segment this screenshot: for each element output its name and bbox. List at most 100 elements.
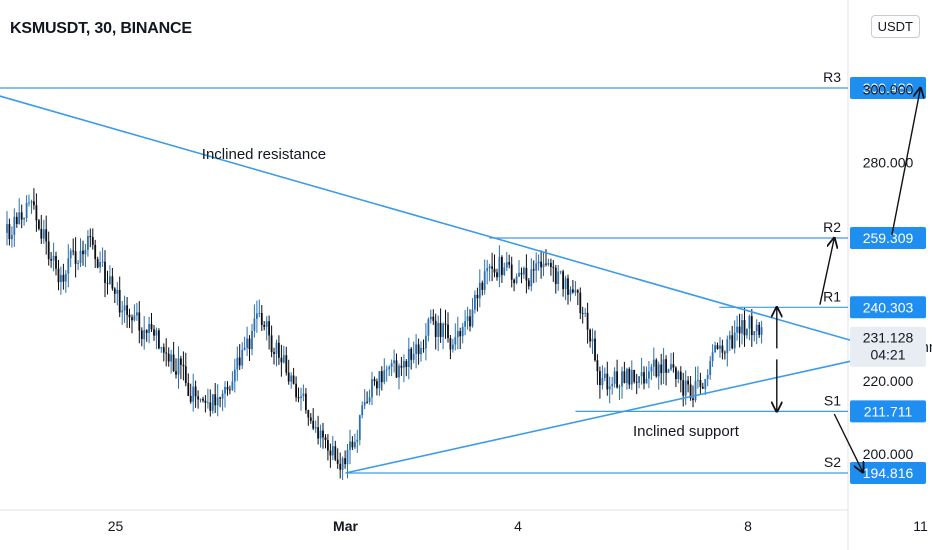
- candle-body: [567, 278, 569, 295]
- candle-body: [618, 386, 621, 388]
- candle: [395, 353, 398, 378]
- time-tick-label: Mar: [333, 518, 358, 534]
- candle: [287, 359, 290, 385]
- candle-body: [388, 366, 391, 370]
- candle-body: [758, 324, 761, 335]
- candle-body: [236, 357, 239, 370]
- candle-body: [743, 320, 746, 336]
- candle-body: [35, 205, 38, 221]
- candle-body: [576, 290, 579, 293]
- candle-body: [89, 236, 92, 238]
- candle-body: [60, 274, 62, 283]
- candle-body: [449, 338, 452, 350]
- candle-body: [545, 263, 547, 265]
- candle: [30, 199, 33, 214]
- level-price-tag-r1: [850, 296, 926, 319]
- candle-body: [319, 430, 322, 439]
- candle: [581, 306, 584, 324]
- candle-body: [238, 357, 241, 366]
- candle-body: [207, 402, 209, 404]
- candle: [606, 361, 609, 396]
- candle: [711, 344, 714, 367]
- candle: [331, 435, 334, 461]
- candle: [18, 198, 21, 225]
- candle-body: [704, 379, 707, 389]
- candle-body: [231, 381, 234, 390]
- candle: [388, 365, 391, 377]
- candle-body: [405, 361, 408, 367]
- candle-body: [322, 430, 324, 438]
- candle: [344, 450, 346, 469]
- candle-body: [488, 266, 491, 269]
- candle-body: [42, 229, 45, 239]
- candle-body: [150, 324, 153, 330]
- candle-body: [398, 365, 400, 378]
- chart-title: KSMUSDT, 30, BINANCE: [10, 20, 192, 37]
- candle-body: [380, 371, 383, 383]
- candle: [349, 429, 351, 465]
- candle: [368, 389, 371, 405]
- candle: [82, 240, 84, 266]
- candle-body: [109, 276, 111, 284]
- candle-body: [547, 262, 550, 265]
- candle: [403, 354, 405, 383]
- candle: [236, 346, 239, 381]
- candle: [750, 309, 753, 347]
- candle: [136, 302, 138, 321]
- level-price-tag-s2: [850, 462, 926, 484]
- candle-body: [628, 368, 631, 385]
- candle-body: [349, 441, 351, 450]
- candle: [618, 384, 621, 400]
- candle: [501, 255, 503, 283]
- candle: [162, 343, 165, 362]
- candle-body: [471, 309, 474, 327]
- candle-body: [454, 337, 457, 345]
- candle: [444, 309, 447, 339]
- candle: [429, 309, 432, 324]
- candle: [481, 280, 484, 296]
- candle-body: [317, 427, 319, 439]
- candle-body: [96, 259, 99, 268]
- candle: [290, 372, 293, 389]
- candle: [258, 299, 261, 318]
- candle: [197, 390, 199, 409]
- currency-button[interactable]: USDT: [870, 15, 920, 38]
- candle: [94, 239, 97, 268]
- candle: [488, 263, 491, 282]
- candle: [270, 325, 273, 358]
- candle-body: [606, 373, 609, 390]
- candle-body: [452, 344, 454, 350]
- candle-body: [30, 201, 33, 203]
- candle: [275, 339, 278, 367]
- candle: [199, 398, 202, 403]
- candle-body: [684, 380, 687, 396]
- candle-body: [608, 386, 611, 390]
- candle-body: [724, 352, 726, 354]
- candle-body: [670, 364, 672, 370]
- candle-body: [158, 330, 160, 349]
- candle: [432, 309, 435, 325]
- candle-body: [464, 321, 466, 327]
- candle-body: [491, 266, 493, 269]
- candle-body: [498, 257, 501, 278]
- candle: [586, 302, 589, 344]
- candle-body: [540, 261, 542, 268]
- candle-body: [459, 331, 462, 337]
- candle-body: [278, 342, 280, 358]
- candle: [211, 394, 214, 414]
- candle: [657, 361, 660, 390]
- candle-body: [155, 330, 158, 336]
- candle: [219, 396, 221, 408]
- arrows-group: [777, 88, 921, 472]
- current-price-label: 231.128: [863, 330, 914, 346]
- candle: [478, 269, 481, 308]
- candle: [640, 357, 643, 385]
- candle: [410, 347, 413, 370]
- candle: [594, 330, 596, 362]
- candle: [74, 237, 77, 278]
- candle: [741, 313, 743, 345]
- candle-body: [248, 338, 251, 350]
- candle-body: [52, 255, 55, 261]
- candle: [474, 290, 476, 314]
